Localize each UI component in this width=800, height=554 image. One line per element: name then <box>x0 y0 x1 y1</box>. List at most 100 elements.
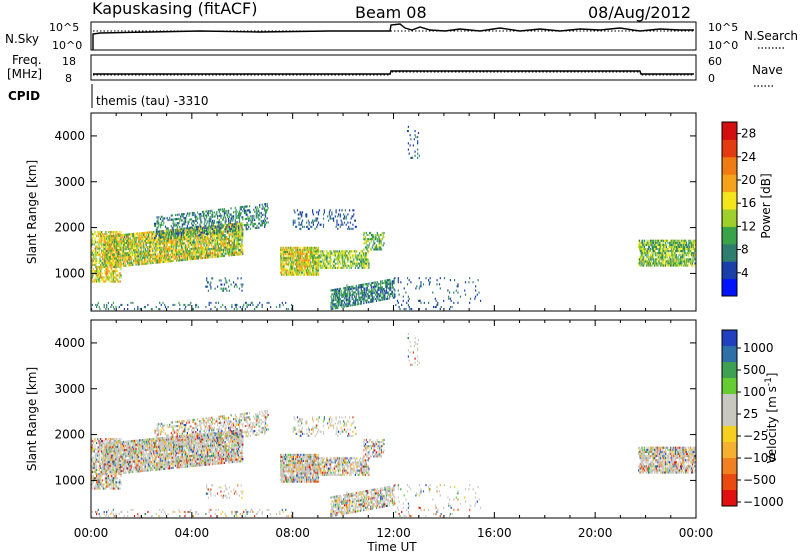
power-cell <box>284 273 286 276</box>
power-cell <box>354 254 356 257</box>
power-cell <box>133 308 136 311</box>
power-cell <box>196 211 199 214</box>
power-cell <box>175 224 177 227</box>
power-cell <box>112 247 114 250</box>
power-cell <box>152 257 154 260</box>
power-cell <box>305 261 307 264</box>
power-cell <box>367 246 369 249</box>
power-cell <box>285 251 288 254</box>
power-cell <box>139 238 141 241</box>
power-cell <box>126 239 128 242</box>
power-cell <box>180 234 182 237</box>
power-cell <box>191 254 193 257</box>
power-cell <box>261 213 263 216</box>
power-cell <box>135 251 137 254</box>
power-cell <box>290 267 292 270</box>
power-cell <box>162 240 164 243</box>
power-cell <box>361 258 363 261</box>
power-cell <box>286 251 288 254</box>
power-cell <box>156 236 158 239</box>
power-cell <box>217 236 220 239</box>
power-cell <box>195 303 197 306</box>
power-cell <box>312 269 314 272</box>
power-cell <box>381 238 383 241</box>
power-cell <box>220 226 222 229</box>
power-cell <box>156 249 158 252</box>
power-cell <box>338 290 341 293</box>
power-cell <box>172 230 174 233</box>
power-cell <box>291 248 293 251</box>
power-cell <box>204 218 206 221</box>
power-cell <box>238 228 241 231</box>
power-cell <box>240 251 242 254</box>
power-cell <box>379 295 381 298</box>
power-cell <box>191 245 193 248</box>
power-cell <box>107 247 109 250</box>
power-cell <box>212 235 214 238</box>
power-cell <box>231 237 233 240</box>
power-cell <box>235 212 237 215</box>
power-cell <box>110 262 112 265</box>
power-cell <box>214 249 216 252</box>
power-cell <box>149 239 151 242</box>
power-cell <box>374 248 376 251</box>
power-cell <box>128 237 130 240</box>
power-cell <box>137 251 139 254</box>
power-cell <box>223 246 225 249</box>
power-cell <box>116 261 118 264</box>
power-cell <box>185 233 187 236</box>
power-cell <box>298 269 300 272</box>
power-cell <box>330 252 332 255</box>
power-cell <box>255 226 257 229</box>
power-cell <box>377 289 379 292</box>
power-cell <box>439 277 441 280</box>
power-cell <box>344 291 346 294</box>
power-cell <box>167 306 169 309</box>
power-cell <box>219 249 221 252</box>
power-cell <box>349 256 351 259</box>
power-cell <box>317 221 320 224</box>
power-cell <box>206 250 208 253</box>
power-cell <box>96 241 99 244</box>
power-cell <box>108 239 110 242</box>
power-cell <box>112 239 114 242</box>
power-cell <box>386 283 388 286</box>
power-cell <box>174 243 176 246</box>
power-cell <box>107 270 109 273</box>
power-cell <box>187 303 189 306</box>
power-cell <box>315 219 317 222</box>
power-cell <box>213 233 215 236</box>
power-cell <box>376 234 378 237</box>
power-cell <box>291 271 293 274</box>
power-cell <box>108 235 110 238</box>
power-cell <box>175 259 178 262</box>
power-cell <box>238 253 240 256</box>
power-cell <box>203 234 205 237</box>
power-cell <box>119 272 121 275</box>
power-cell <box>187 235 189 238</box>
power-cell <box>167 248 169 251</box>
power-cell <box>123 252 125 255</box>
power-cell <box>226 229 228 232</box>
power-cell <box>298 255 300 258</box>
power-cell <box>197 255 199 258</box>
power-cell <box>194 215 196 218</box>
power-cell <box>347 256 349 259</box>
power-cell <box>206 222 208 225</box>
power-cell <box>212 254 214 257</box>
power-cell <box>379 242 381 245</box>
power-cell <box>131 255 133 258</box>
power-cell <box>329 250 331 253</box>
power-cell <box>301 271 303 274</box>
power-cell <box>94 249 96 252</box>
power-cell <box>257 208 259 211</box>
power-cell <box>158 216 160 219</box>
power-cell <box>161 234 163 237</box>
power-cell <box>123 233 125 236</box>
power-cell <box>107 262 109 265</box>
power-cell <box>209 229 211 232</box>
power-cell <box>290 259 292 262</box>
power-cell <box>168 258 170 261</box>
power-cell <box>391 290 393 293</box>
power-cell <box>338 256 340 259</box>
